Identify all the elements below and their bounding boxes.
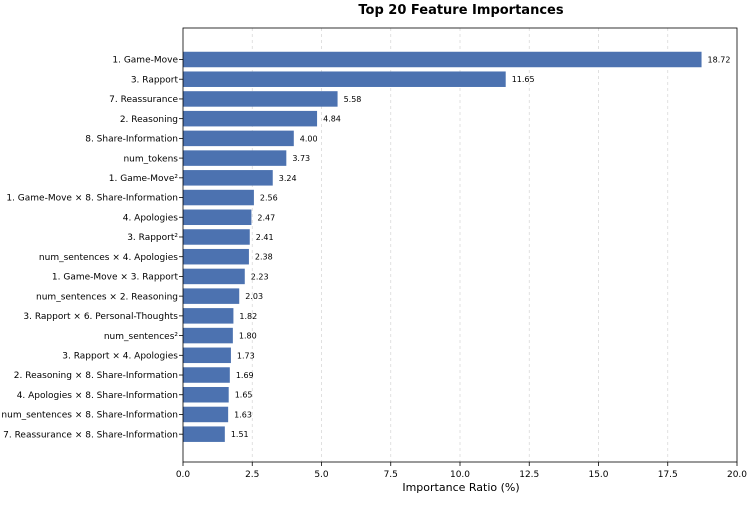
category-label: 2. Reasoning: [120, 115, 178, 125]
x-tick-label: 12.5: [519, 470, 539, 480]
x-tick-label: 15.0: [588, 470, 608, 480]
category-label: num_sentences × 8. Share-Information: [1, 411, 178, 421]
category-label: 3. Rapport: [131, 75, 179, 85]
category-label: 3. Rapport × 6. Personal-Thoughts: [23, 312, 178, 322]
bar: [183, 150, 287, 166]
category-label: num_tokens: [123, 154, 178, 164]
value-label: 11.65: [512, 75, 535, 84]
category-label: 1. Game-Move × 8. Share-Information: [6, 194, 178, 204]
bar: [183, 406, 229, 423]
bar: [183, 347, 231, 364]
x-tick-label: 2.5: [245, 470, 259, 480]
bar: [183, 248, 249, 265]
value-label: 2.38: [255, 253, 273, 262]
value-label: 4.84: [323, 115, 341, 124]
bar: [183, 209, 252, 226]
x-axis-label: Importance Ratio (%): [402, 481, 519, 494]
value-label: 3.24: [279, 174, 297, 183]
category-label: 4. Apologies: [123, 213, 179, 223]
bar: [183, 308, 234, 324]
value-label: 1.63: [234, 410, 252, 419]
category-label: 3. Rapport × 4. Apologies: [62, 352, 178, 362]
value-label: 5.58: [344, 95, 362, 104]
category-label: 2. Reasoning × 8. Share-Information: [14, 371, 178, 381]
bar: [183, 71, 506, 87]
value-label: 2.03: [245, 292, 263, 301]
bar: [183, 110, 318, 127]
value-label: 3.73: [292, 154, 310, 163]
bar: [183, 189, 254, 206]
bars: [183, 51, 702, 442]
x-tick-label: 17.5: [658, 470, 678, 480]
bar: [183, 170, 273, 186]
category-label: 8. Share-Information: [85, 135, 178, 145]
bar: [183, 91, 338, 107]
value-label: 18.72: [708, 56, 731, 65]
bar: [183, 367, 230, 383]
category-label: 4. Apologies × 8. Share-Information: [17, 391, 178, 401]
category-label: 7. Reassurance × 8. Share-Information: [3, 430, 178, 440]
chart-title: Top 20 Feature Importances: [358, 3, 563, 18]
category-label: 3. Rapport²: [127, 233, 178, 243]
value-label: 1.51: [231, 430, 249, 439]
category-label: 1. Game-Move: [112, 56, 178, 66]
category-label: 1. Game-Move × 3. Rapport: [52, 273, 179, 283]
bar: [183, 229, 250, 245]
x-axis-ticks: 0.0 2.5 5.0 7.5 10.0 12.5 15.0 17.5 20.0: [176, 462, 747, 480]
value-label: 1.65: [235, 391, 253, 400]
category-labels: 1. Game-Move 3. Rapport 7. Reassurance 2. R…: [1, 56, 183, 440]
value-label: 1.73: [237, 351, 255, 360]
category-label: 7. Reassurance: [109, 95, 178, 105]
bar: [183, 288, 240, 304]
bar: [183, 426, 225, 442]
bar: [183, 327, 233, 344]
x-tick-label: 20.0: [727, 470, 747, 480]
value-label: 1.82: [239, 312, 257, 321]
bar: [183, 268, 245, 285]
x-tick-label: 5.0: [314, 470, 329, 480]
bar: [183, 130, 294, 147]
value-label: 2.23: [251, 272, 269, 281]
value-label: 1.69: [236, 371, 254, 380]
value-label: 2.47: [257, 213, 275, 222]
x-tick-label: 0.0: [176, 470, 191, 480]
x-tick-label: 7.5: [384, 470, 398, 480]
value-label: 2.41: [256, 233, 274, 242]
value-label: 2.56: [260, 194, 278, 203]
x-tick-label: 10.0: [450, 470, 470, 480]
category-label: num_sentences × 2. Reasoning: [36, 292, 178, 302]
category-label: 1. Game-Move²: [109, 174, 179, 184]
bar: [183, 51, 702, 68]
value-label: 4.00: [300, 134, 318, 143]
category-label: num_sentences × 4. Apologies: [39, 253, 178, 263]
category-label: num_sentences²: [104, 332, 179, 342]
value-label: 1.80: [239, 332, 257, 341]
bar: [183, 386, 229, 403]
value-labels: 18.72 11.65 5.58 4.84 4.00 3.73 3.24 2.56 2.47 2.…: [231, 56, 731, 440]
